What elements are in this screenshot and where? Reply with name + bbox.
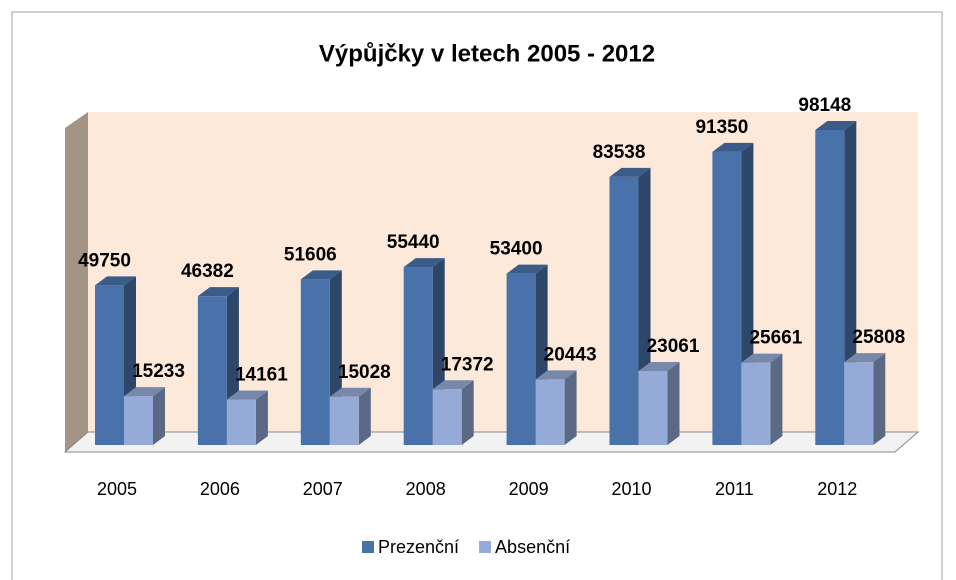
value-label: 15233 [132,361,185,382]
value-label: 46382 [181,261,234,282]
bar-side [358,387,371,445]
bar [197,296,227,445]
bar [226,399,256,445]
bar-top [741,353,783,363]
bar-side [461,380,474,445]
bar-top [609,167,651,177]
bar-top [638,361,680,371]
legend-label: Prezenční [378,537,459,557]
value-label: 25808 [852,327,905,348]
value-label: 53400 [490,239,543,260]
bar-top [300,270,342,280]
x-tick-label: 2005 [97,479,137,499]
bar [300,279,330,445]
bar [329,396,359,445]
value-label: 23061 [647,336,700,357]
legend-label: Absenční [495,537,570,557]
floor [63,431,920,453]
legend-swatch [362,541,374,553]
chart-title: Výpůjčky v letech 2005 - 2012 [319,40,655,67]
bar-side [564,370,577,445]
bar-top [403,258,445,268]
bar-side [770,353,783,445]
value-label: 51606 [284,244,337,265]
legend-swatch [479,541,492,553]
bar-side [667,361,680,445]
bar [95,285,124,445]
bar [741,362,771,445]
value-label: 83538 [593,142,646,163]
x-tick-label: 2010 [611,479,651,499]
x-tick-label: 2007 [303,479,343,499]
bar-side [873,353,886,445]
value-label: 91350 [695,117,748,138]
bar-top [506,264,548,274]
bar-side [255,390,268,445]
value-label: 98148 [798,95,851,116]
bar [432,389,462,445]
bar-top [432,380,474,390]
value-label: 25661 [749,328,802,349]
bar [609,176,639,446]
x-tick-label: 2012 [817,479,857,499]
bar [712,151,742,446]
bar-top [95,276,136,286]
bar-top [197,287,239,297]
bar-top [712,142,754,152]
value-label: 20443 [544,344,597,365]
bar [815,130,845,445]
x-tick-label: 2011 [715,479,754,499]
value-label: 17372 [441,354,494,375]
bar-top [226,390,268,400]
bar [403,267,433,445]
bar [638,370,668,445]
bar [124,396,153,445]
x-tick-label: 2006 [200,479,240,499]
bar-top [844,353,886,363]
value-label: 14161 [235,365,288,386]
bar-side [153,387,165,445]
value-label: 55440 [387,232,440,253]
side-wall [65,112,88,452]
bar [506,273,536,445]
x-tick-label: 2009 [509,479,549,499]
x-tick-label: 2008 [406,479,446,499]
value-label: 49750 [78,250,131,271]
bar [844,362,874,445]
bar-top [535,370,577,380]
value-label: 15028 [338,362,391,383]
bar-top [329,387,371,397]
bar [535,379,565,445]
bar-top [124,387,165,397]
bar-top [815,121,857,130]
